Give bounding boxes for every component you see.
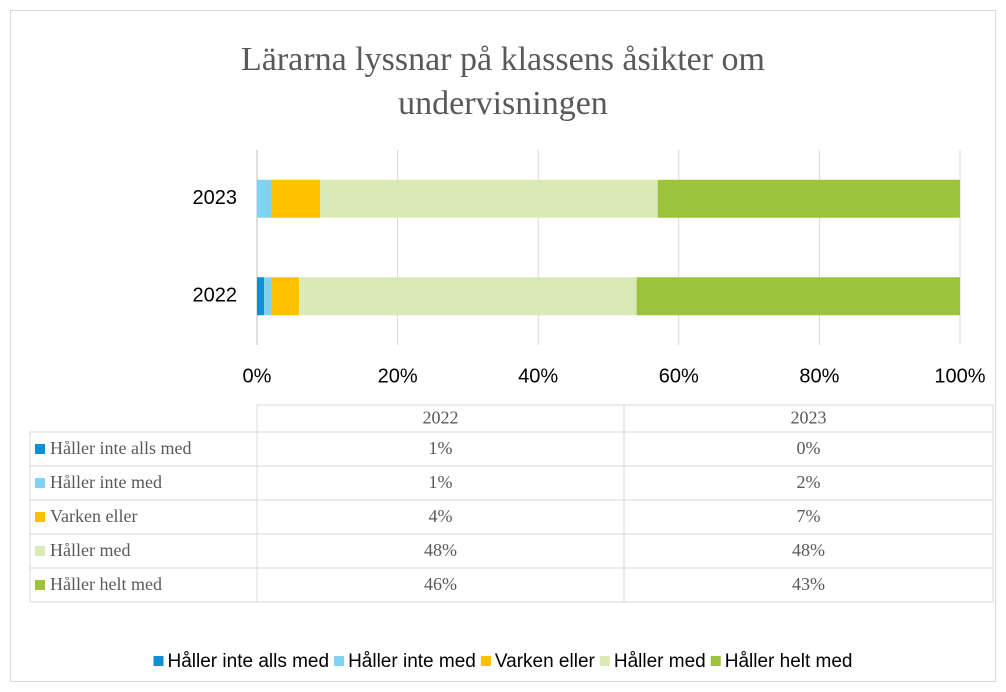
legend-key [35, 444, 45, 454]
table-cell: 1% [429, 472, 453, 492]
legend-key [35, 512, 45, 522]
table-cell: 7% [797, 506, 821, 526]
table-row-label: Håller helt med [50, 574, 162, 594]
legend-label: Håller inte alls med [168, 651, 330, 672]
x-tick-label: 60% [659, 365, 699, 387]
legend-label: Varken eller [495, 651, 596, 672]
table-row-label: Varken eller [50, 506, 137, 526]
x-tick-label: 100% [934, 365, 985, 387]
legend-key [35, 478, 45, 488]
bar-segment [271, 277, 300, 316]
bar-segment [320, 179, 658, 218]
bar-segment [264, 277, 272, 316]
table-header: 2022 [423, 408, 459, 428]
table-row-label: Håller med [50, 540, 130, 560]
legend-key [35, 546, 45, 556]
chart-title: Lärarna lyssnar på klassens åsikter om u… [241, 41, 765, 122]
legend-key [35, 580, 45, 590]
table-cell: 4% [429, 506, 453, 526]
legend-label: Håller helt med [725, 651, 853, 672]
table-cell: 0% [797, 438, 821, 458]
x-tick-label: 80% [799, 365, 839, 387]
x-tick-label: 20% [378, 365, 418, 387]
legend-swatch [480, 656, 491, 666]
bar-segment [657, 179, 960, 218]
bar-segment [257, 277, 265, 316]
legend-label: Håller inte med [348, 651, 476, 672]
table-row-label: Håller inte med [50, 472, 162, 492]
table-cell: 43% [792, 574, 825, 594]
table-cell: 48% [424, 540, 457, 560]
table-cell: 2% [797, 472, 821, 492]
legend-label: Håller med [614, 651, 706, 672]
table-cell: 1% [429, 438, 453, 458]
table-cell: 46% [424, 574, 457, 594]
table-cell: 48% [792, 540, 825, 560]
bar-segment [636, 277, 960, 316]
legend-swatch [334, 656, 345, 666]
legend-swatch [153, 656, 164, 666]
x-tick-label: 40% [518, 365, 558, 387]
bar-segment [271, 179, 321, 218]
x-tick-label: 0% [243, 365, 272, 387]
y-tick-label: 2022 [193, 285, 238, 307]
table-header: 2023 [791, 408, 827, 428]
y-tick-label: 2023 [193, 187, 238, 209]
bar-segment [299, 277, 637, 316]
legend-swatch [599, 656, 610, 666]
legend-swatch [710, 656, 721, 666]
bar-segment [257, 179, 272, 218]
table-row-label: Håller inte alls med [50, 438, 191, 458]
chart-border [10, 10, 996, 682]
